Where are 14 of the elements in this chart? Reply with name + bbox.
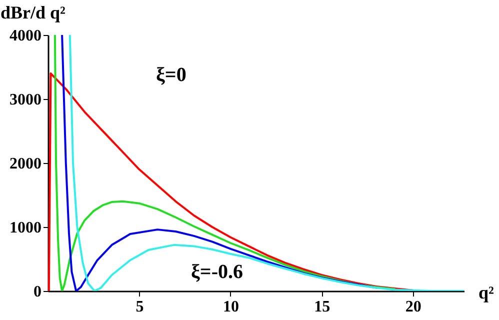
line-series: [68, 35, 464, 291]
x-axis-title: q²: [478, 282, 494, 302]
x-tick-label: 10: [222, 298, 239, 316]
y-tick-label: 3000: [10, 92, 42, 108]
y-tick-label: 4000: [10, 28, 42, 44]
annotation: ξ=-0.6: [191, 261, 243, 283]
y-tick-label: 0: [34, 284, 42, 300]
x-tick-label: 15: [314, 298, 330, 316]
y-axis-title: dBr/d q²: [0, 2, 66, 22]
annotation: ξ=0: [156, 64, 186, 86]
y-tick-label: 2000: [10, 156, 42, 172]
x-tick-label: 5: [136, 298, 144, 316]
y-tick-label: 1000: [10, 220, 42, 236]
x-tick-label: 20: [405, 298, 422, 316]
